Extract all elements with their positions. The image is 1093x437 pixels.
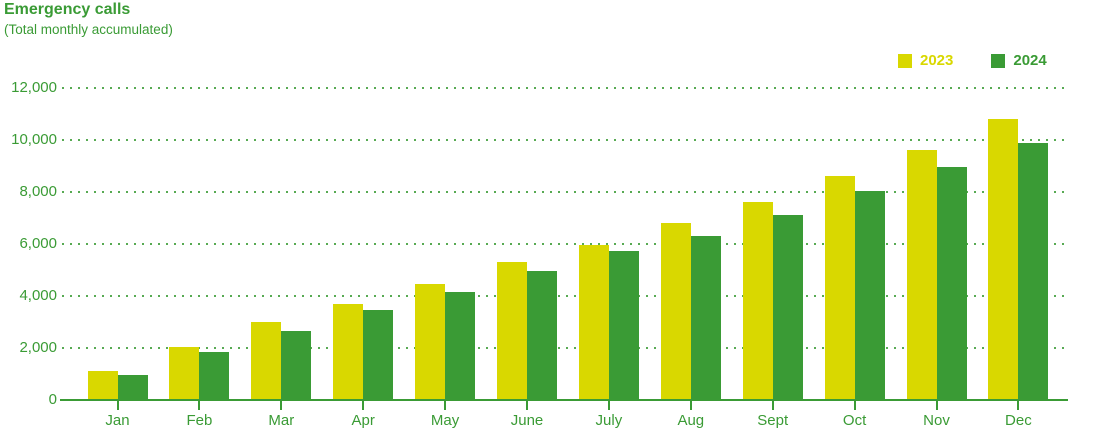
bar-2024-july [608,250,639,400]
bar-2024-oct [854,190,885,400]
x-axis-tick [771,401,774,410]
y-axis-tick-label: 8,000 [19,183,57,200]
month-label-mar: Mar [268,412,295,429]
chart-subtitle: (Total monthly accumulated) [4,22,173,37]
x-axis-tick [689,401,692,410]
gridline [62,139,1067,141]
y-axis-tick-label: 6,000 [19,235,57,252]
bar-2023-sept [742,202,773,400]
bar-2023-june [497,262,527,400]
bar-2024-apr [363,310,394,400]
month-label-oct: Oct [842,412,867,429]
bar-2024-mar [281,331,312,400]
month-label-sept: Sept [757,412,789,429]
bar-2024-nov [936,167,967,400]
month-label-june: June [510,412,544,429]
month-label-nov: Nov [923,412,950,429]
x-axis-tick [116,401,119,410]
bar-2024-may [445,292,476,400]
bar-2023-july [578,245,609,400]
x-axis-tick [362,401,365,410]
bar-2024-jan [117,375,148,400]
bar-2023-feb [169,346,200,400]
y-axis-tick-label: 12,000 [11,79,57,96]
legend-item-2024: 2024 [991,52,1047,69]
month-label-feb: Feb [186,412,213,429]
y-axis-tick-label: 2,000 [19,339,57,356]
month-label-aug: Aug [677,412,705,429]
legend-label-2024: 2024 [1013,52,1047,69]
x-axis-line [60,399,1068,401]
legend-label-2023: 2023 [920,52,954,69]
bar-2023-nov [906,150,937,400]
x-axis-tick [198,401,201,410]
gridline [62,243,1067,245]
x-axis-tick [607,401,610,410]
bar-2024-feb [199,351,230,400]
y-axis-tick-label: 0 [48,391,57,408]
month-label-dec: Dec [1005,412,1032,429]
legend-swatch-2023 [898,53,912,68]
x-axis-tick [526,401,528,410]
month-label-may: May [430,412,460,429]
bar-2024-aug [690,236,721,400]
bar-2024-dec [1018,142,1049,400]
bar-2023-apr [333,303,364,400]
x-axis-tick [853,401,856,410]
gridline [62,347,1067,349]
y-axis-tick-label: 4,000 [19,287,57,304]
x-axis-tick [935,401,938,410]
bar-2023-dec [988,119,1019,400]
gridline [62,191,1067,193]
bar-2024-sept [772,215,803,400]
legend-swatch-2024 [991,53,1006,68]
bar-2023-jan [87,371,118,400]
gridline [62,87,1067,89]
bar-2023-mar [251,322,282,400]
month-label-apr: Apr [351,412,375,429]
x-axis-tick [444,401,447,410]
bar-2023-aug [660,223,691,400]
x-axis-tick [280,401,283,410]
month-label-jan: Jan [105,412,130,429]
bar-2023-oct [824,176,855,400]
legend-item-2023: 2023 [898,52,953,69]
month-label-july: July [595,412,623,429]
gridline [62,295,1067,297]
bar-2024-june [527,271,557,400]
legend: 2023 2024 [898,52,1047,69]
chart-title: Emergency calls [4,1,131,18]
y-axis-tick-label: 10,000 [11,131,57,148]
bar-2023-may [415,284,446,400]
x-axis-tick [1017,401,1020,410]
